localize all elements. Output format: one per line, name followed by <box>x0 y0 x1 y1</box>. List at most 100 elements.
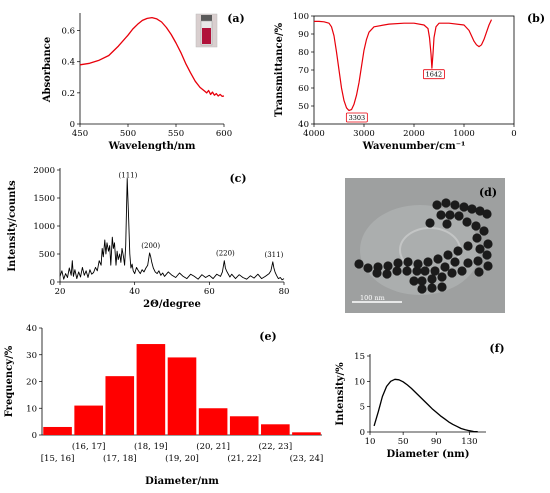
tem-nanoparticle <box>483 239 493 249</box>
panel-a-y-tick-label: 0 <box>70 120 75 130</box>
panel-c-peak-label: (111) <box>119 171 138 179</box>
tem-nanoparticle <box>483 261 493 271</box>
panel-b-y-tick-label: 50 <box>298 102 309 112</box>
panel-a-x-axis-label: Wavelength/nm <box>108 141 196 152</box>
tem-nanoparticle <box>462 217 472 227</box>
panel-b-y-tick-label: 100 <box>293 12 309 22</box>
panel-c-x-tick-label: 60 <box>204 287 215 297</box>
panel-f-label: (f) <box>489 342 504 355</box>
panel-b-y-tick-label: 40 <box>298 120 309 130</box>
panel-e-y-tick-label: 0 <box>32 431 37 441</box>
tem-nanoparticle <box>403 257 413 267</box>
tem-nanoparticle <box>393 258 403 268</box>
panel-b-y-tick-label: 70 <box>298 66 309 76</box>
tem-nanoparticle <box>382 269 392 279</box>
tem-nanoparticle <box>427 283 437 293</box>
tem-nanoparticle <box>453 246 463 256</box>
panel-f-y-tick-label: 0 <box>360 428 365 438</box>
panel-e-y-tick-label: 40 <box>26 324 37 334</box>
panel-c-y-tick-label: 2000 <box>33 166 55 176</box>
tem-nanoparticle <box>412 266 422 276</box>
tem-nanoparticle <box>417 284 427 294</box>
tem-nanoparticle <box>482 250 492 260</box>
tem-nanoparticle <box>472 233 482 243</box>
panel-b-y-axis-label: Transmittance/% <box>274 22 285 117</box>
panel-a-series-line <box>79 16 225 97</box>
panel-c-y-tick-label: 0 <box>50 278 55 288</box>
panel-c-peak-label: (311) <box>265 251 284 259</box>
tem-nanoparticle <box>437 272 447 282</box>
panel-e-category-label: (20, 21] <box>196 441 230 452</box>
tem-nanoparticle <box>409 276 419 286</box>
panel-e-category-label: (17, 18] <box>103 453 137 464</box>
panel-a-x-tick-label: 450 <box>72 129 88 139</box>
tem-nanoparticle <box>437 282 447 292</box>
tem-nanoparticle <box>475 244 485 254</box>
panel-e-y-tick-label: 20 <box>26 378 37 388</box>
panel-b-annotation-text: 3303 <box>349 114 366 122</box>
panel-a-y-tick-label: 0.2 <box>61 89 75 99</box>
panel-a-x-tick-label: 500 <box>120 129 136 139</box>
vial-inset-photo <box>195 13 218 48</box>
panel-e-category-label: (22, 23] <box>258 441 292 452</box>
panel-c-x-tick-label: 80 <box>279 287 290 297</box>
panel-b-series-line <box>314 19 493 112</box>
panel-e-category-label: (16, 17] <box>72 441 106 452</box>
panel-a-x-tick-label: 600 <box>216 129 232 139</box>
panel-b-label: (b) <box>527 12 545 25</box>
tem-nanoparticle <box>463 258 473 268</box>
panel-b-annotation-text: 1642 <box>426 71 443 79</box>
panel-b-frame <box>313 15 515 125</box>
vial-cap <box>201 15 212 21</box>
tem-nanoparticle <box>354 259 364 269</box>
panel-b-x-tick-label: 3000 <box>353 129 375 139</box>
panel-c-x-tick-label: 20 <box>55 287 66 297</box>
tem-nanoparticle <box>443 250 453 260</box>
panel-e-bar <box>136 344 166 435</box>
panel-a-x-tick-label: 550 <box>168 129 184 139</box>
tem-nanoparticle <box>417 276 427 286</box>
panel-e-category-label: [15, 16] <box>41 454 75 464</box>
panel-c-y-axis-label: Intensity/counts <box>7 180 18 272</box>
tem-nanoparticle <box>430 266 440 276</box>
tem-nanoparticle <box>432 200 442 210</box>
tem-nanoparticle <box>463 241 473 251</box>
tem-scale-label: 100 nm <box>360 294 385 302</box>
tem-nanoparticle <box>450 200 460 210</box>
panel-e-bar <box>74 405 103 435</box>
tem-nanoparticle <box>445 210 455 220</box>
panel-f-series-line <box>373 378 478 433</box>
panel-a-y-axis-label: Absorbance <box>42 37 53 104</box>
tem-nanoparticle <box>372 268 382 278</box>
panel-b-y-tick-label: 60 <box>298 84 309 94</box>
panel-e-bar <box>198 408 228 435</box>
tem-nanoparticle <box>383 261 393 271</box>
panel-c-y-tick-label: 500 <box>39 250 55 260</box>
panel-e-bar <box>229 416 259 435</box>
tem-nanoparticle <box>471 221 481 231</box>
panel-f-x-tick-label: 90 <box>431 437 442 447</box>
panel-c-peak-label: (220) <box>216 250 235 258</box>
panel-f-y-tick-label: 15 <box>354 352 365 362</box>
panel-b-x-tick-label: 4000 <box>303 129 325 139</box>
panel-e-category-label: (19, 20] <box>165 453 199 464</box>
panel-c-x-axis-label: 2Θ/degree <box>143 299 201 310</box>
tem-nanoparticle <box>440 262 450 272</box>
panel-b-annotation-box <box>345 112 368 123</box>
panel-c-peak-label: (200) <box>141 242 160 250</box>
tem-nanoparticle <box>413 259 423 269</box>
panel-e-label: (e) <box>259 330 276 343</box>
vial-liquid <box>202 28 211 44</box>
tem-nanoparticle <box>454 211 464 221</box>
tem-nanoparticle <box>433 254 443 264</box>
tem-nanoparticle <box>459 202 469 212</box>
panel-c-y-tick-label: 1500 <box>33 194 55 204</box>
panel-b-y-tick-label: 90 <box>298 30 309 40</box>
panel-c-series-line <box>59 177 285 281</box>
panel-b-y-tick-label: 80 <box>298 48 309 58</box>
panel-f-y-axis-label: Intensity/% <box>335 362 346 426</box>
panel-e-y-tick-label: 10 <box>26 404 37 414</box>
panel-f-y-tick-label: 10 <box>354 377 365 387</box>
tem-nanoparticle <box>467 204 477 214</box>
